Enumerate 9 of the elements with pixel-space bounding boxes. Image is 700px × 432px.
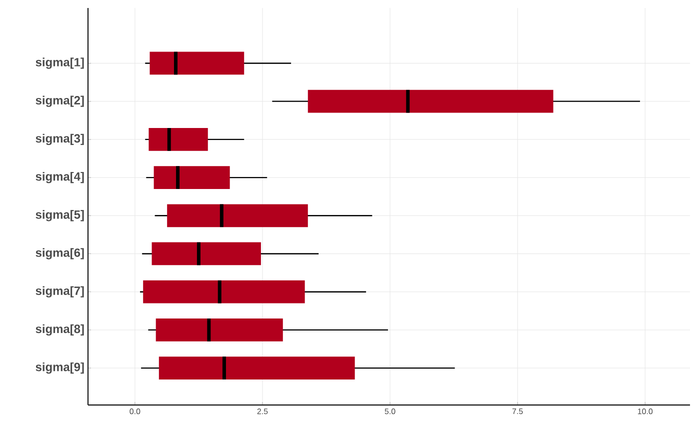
- y-tick-label: sigma[8]: [36, 324, 84, 336]
- y-tick-label: sigma[3]: [36, 134, 84, 146]
- y-tick-label: sigma[4]: [36, 172, 84, 184]
- y-tick-label: sigma[5]: [36, 210, 84, 222]
- y-tick-label: sigma[9]: [36, 362, 84, 374]
- y-tick-label: sigma[1]: [36, 58, 84, 69]
- y-tick-label: sigma[2]: [36, 96, 84, 107]
- y-tick-label: sigma[6]: [36, 248, 84, 260]
- y-tick-label: sigma[7]: [36, 286, 84, 298]
